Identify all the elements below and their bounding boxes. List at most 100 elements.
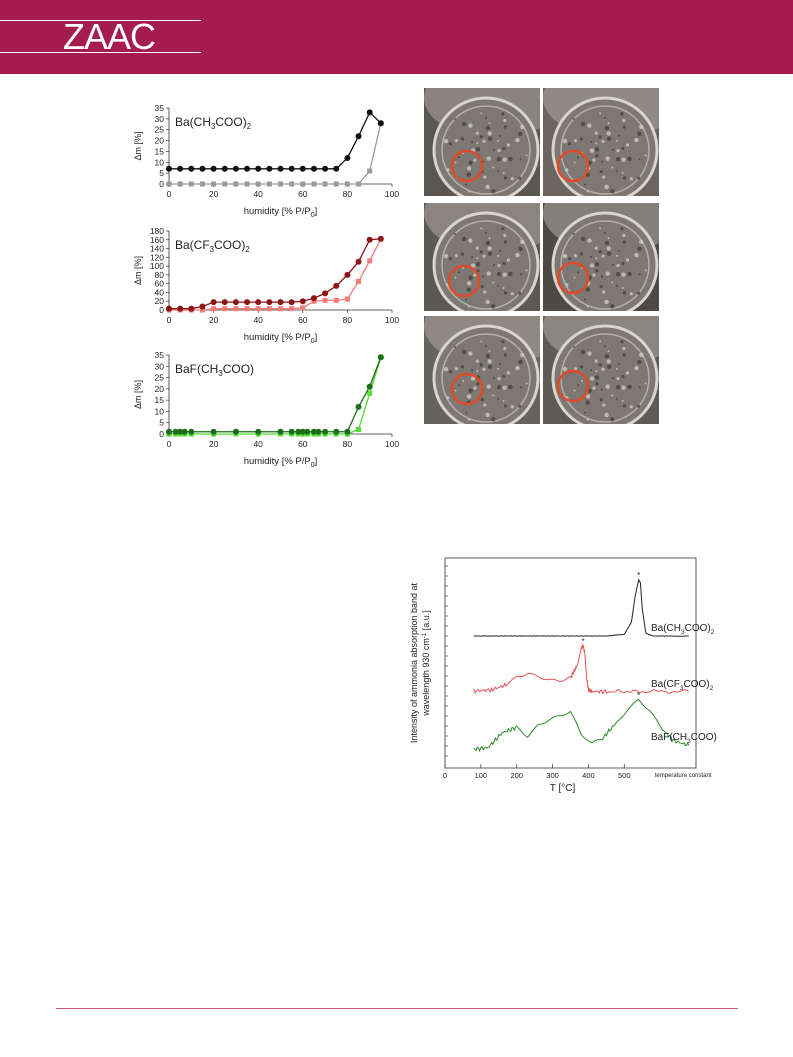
data-point [199, 165, 206, 172]
x-axis-label: humidity [% P/P0] [244, 332, 318, 345]
series-line [169, 238, 382, 311]
data-point [188, 181, 194, 187]
y-tick-label: 25 [155, 125, 165, 135]
series-line [473, 698, 690, 753]
data-point [295, 431, 301, 437]
data-point [199, 303, 206, 310]
y-label-line2: wavelength 930 cm-1 [a.u.] [421, 610, 431, 716]
data-point [322, 297, 328, 303]
data-point [221, 299, 228, 306]
series-line [169, 357, 382, 435]
data-point [355, 403, 362, 410]
data-point [333, 431, 339, 437]
data-point [222, 306, 228, 312]
series-line [473, 578, 689, 637]
data-point [177, 307, 183, 313]
series-line [473, 643, 690, 695]
x-tick-label: 0 [167, 439, 172, 449]
x-tick-label: 100 [385, 315, 399, 325]
petri-dish-image [424, 316, 540, 424]
data-point [322, 290, 329, 297]
data-point [300, 305, 306, 311]
data-point [244, 299, 251, 306]
data-point [333, 165, 340, 172]
data-point [333, 282, 340, 289]
y-axis-label: Δm [%] [133, 131, 143, 160]
photo-5 [424, 316, 540, 424]
x-tick-label: 0 [443, 771, 447, 780]
y-tick-label: 25 [155, 373, 165, 383]
data-point [188, 431, 194, 437]
data-point [199, 181, 205, 187]
data-point [255, 299, 262, 306]
data-point [277, 428, 284, 435]
panel-label: BaF(CH3COO) [175, 362, 254, 378]
y-tick-label: 120 [150, 252, 164, 262]
data-point [377, 120, 384, 127]
data-point [232, 299, 239, 306]
x-axis-label: humidity [% P/P0] [244, 206, 318, 219]
photo-6 [543, 316, 659, 424]
data-point [311, 298, 317, 304]
data-point [322, 165, 329, 172]
data-point [278, 181, 283, 187]
data-point [233, 181, 239, 187]
panel-label: Ba(CH3COO)2 [175, 115, 251, 131]
data-point [311, 181, 317, 187]
data-point [278, 306, 283, 312]
y-tick-label: 140 [150, 244, 164, 254]
x-tick-label: 80 [343, 439, 353, 449]
x-tick-label: 20 [209, 315, 219, 325]
petri-dish-image [424, 88, 540, 196]
x-tick-label: 60 [298, 439, 308, 449]
highlight-circle [556, 369, 590, 403]
data-point [255, 306, 261, 312]
data-point [182, 431, 188, 437]
photo-3 [424, 203, 540, 311]
data-point [310, 428, 317, 435]
series-line [169, 111, 382, 170]
x-tick-label: 200 [510, 771, 523, 780]
x-tick-label: 100 [475, 771, 488, 780]
y-tick-label: 160 [150, 235, 164, 245]
series-label: BaF(CH3COO) [651, 732, 717, 745]
highlight-circle [450, 372, 484, 406]
data-point [177, 181, 183, 187]
data-point [188, 305, 195, 312]
y-tick-label: 100 [150, 261, 164, 271]
data-point [288, 428, 295, 435]
data-point [255, 181, 261, 187]
x-tick-label: 40 [253, 189, 263, 199]
y-tick-label: 30 [155, 361, 165, 371]
data-point [344, 428, 351, 435]
photo-2 [543, 88, 659, 196]
footer-rule [56, 1008, 738, 1009]
x-tick-label: 300 [546, 771, 559, 780]
data-point [278, 431, 283, 437]
data-point [266, 165, 273, 172]
data-point [367, 258, 373, 264]
data-point [210, 165, 217, 172]
x-tick-label: 40 [253, 315, 263, 325]
data-point [289, 431, 295, 437]
data-point [166, 305, 172, 312]
petri-dish-image [424, 203, 540, 311]
data-point [310, 295, 317, 302]
data-point [173, 431, 179, 437]
data-point [211, 306, 217, 312]
x-tick-label: 60 [298, 189, 308, 199]
photo-4 [543, 203, 659, 311]
y-tick-label: 15 [155, 146, 165, 156]
data-point [355, 258, 362, 265]
x-tick-label: 40 [253, 439, 263, 449]
data-point [188, 428, 195, 435]
data-point [378, 236, 384, 242]
data-point [356, 426, 362, 432]
data-point [310, 165, 317, 172]
data-point [377, 235, 384, 242]
highlight-circle [556, 261, 590, 295]
data-point [233, 306, 239, 312]
data-point [344, 431, 350, 437]
data-point [322, 181, 328, 187]
